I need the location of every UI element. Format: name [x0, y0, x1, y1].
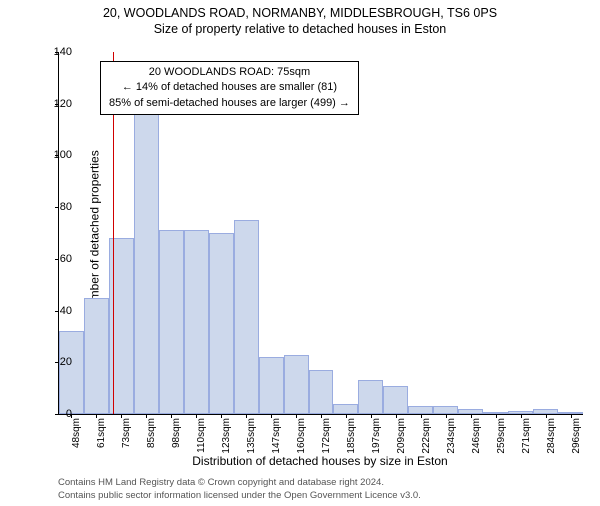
- histogram-bar: [234, 220, 259, 414]
- footer: Contains HM Land Registry data © Crown c…: [58, 477, 582, 502]
- footer-line1: Contains HM Land Registry data © Crown c…: [58, 477, 582, 489]
- histogram-bar: [134, 109, 159, 414]
- histogram-bar: [358, 380, 383, 414]
- chart-title-line1: 20, WOODLANDS ROAD, NORMANBY, MIDDLESBRO…: [0, 6, 600, 20]
- histogram-bar: [284, 355, 309, 414]
- histogram-bar: [408, 406, 433, 414]
- annotation-line2: ← 14% of detached houses are smaller (81…: [109, 80, 350, 95]
- chart-container: 20, WOODLANDS ROAD, NORMANBY, MIDDLESBRO…: [0, 6, 600, 506]
- histogram-bar: [184, 230, 209, 414]
- y-tick-label: 80: [60, 201, 72, 213]
- y-tick-mark: [55, 311, 59, 312]
- footer-line2: Contains public sector information licen…: [58, 490, 582, 502]
- y-tick-label: 60: [60, 253, 72, 265]
- y-tick-mark: [55, 207, 59, 208]
- chart-title-line2: Size of property relative to detached ho…: [0, 22, 600, 36]
- histogram-bar: [433, 406, 458, 414]
- histogram-bar: [59, 331, 84, 414]
- y-tick-mark: [55, 259, 59, 260]
- histogram-bar: [84, 298, 109, 414]
- y-tick-label: 40: [60, 305, 72, 317]
- y-tick-label: 120: [54, 98, 72, 110]
- histogram-bar: [309, 370, 334, 414]
- y-tick-mark: [55, 414, 59, 415]
- y-tick-mark: [55, 362, 59, 363]
- annotation-line3: 85% of semi-detached houses are larger (…: [109, 96, 350, 111]
- histogram-bar: [333, 404, 358, 414]
- histogram-bar: [159, 230, 184, 414]
- x-axis-label: Distribution of detached houses by size …: [58, 454, 582, 468]
- annotation-box: 20 WOODLANDS ROAD: 75sqm ← 14% of detach…: [100, 61, 359, 115]
- histogram-bar: [259, 357, 284, 414]
- y-tick-label: 0: [66, 408, 72, 420]
- histogram-bar: [383, 386, 408, 414]
- annotation-line1: 20 WOODLANDS ROAD: 75sqm: [109, 65, 350, 80]
- y-tick-label: 20: [60, 356, 72, 368]
- y-tick-label: 100: [54, 149, 72, 161]
- histogram-bar: [209, 233, 234, 414]
- y-tick-label: 140: [54, 46, 72, 58]
